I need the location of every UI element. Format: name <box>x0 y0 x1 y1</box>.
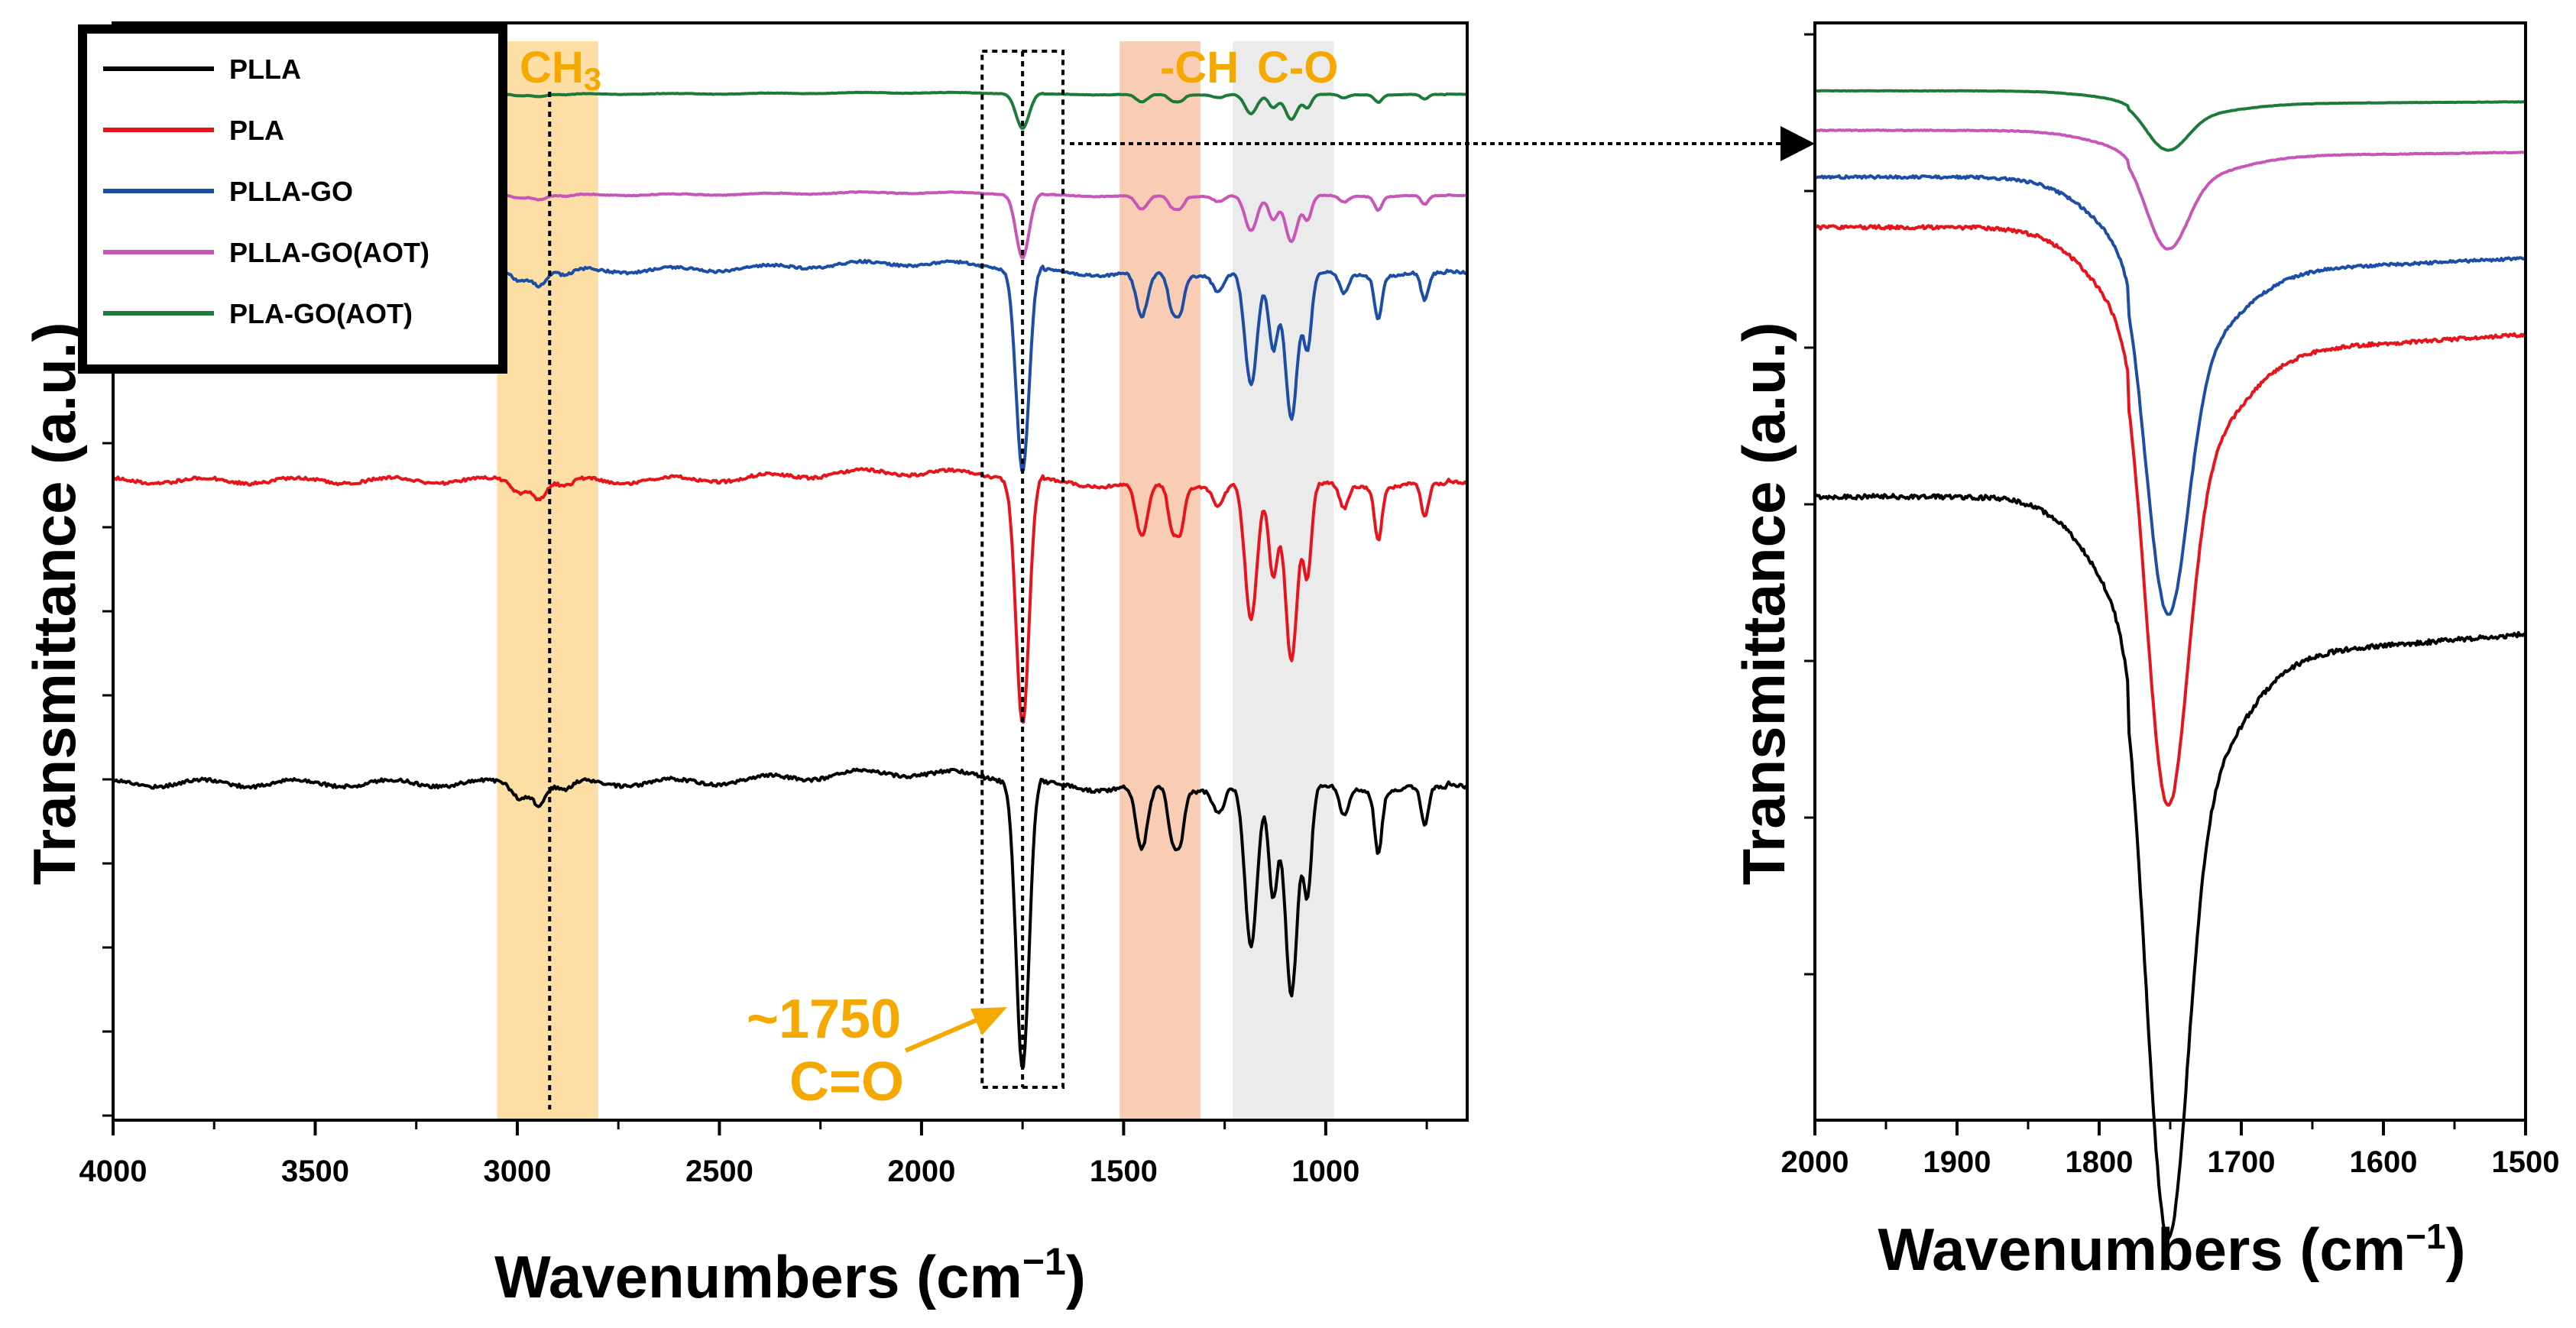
main-ftir-chart: 4000 3500 3000 2500 2000 1500 1000 PLLAPLAPLLA… <box>21 21 1469 1310</box>
peak-markers <box>548 50 1065 1109</box>
inset-series-line-pla-go-aot- <box>1814 89 2526 152</box>
x-tick-label: 4000 <box>79 1155 147 1188</box>
annotation-arrow-line <box>904 1018 978 1053</box>
inset-ftir-chart: 2000 1900 1800 1700 1600 1500 Transmittance (… <box>1730 21 2560 1283</box>
band-label-ch3: CH3 <box>520 43 601 97</box>
band-ch3 <box>497 41 598 1120</box>
annotation-wavenumber: ~1750 <box>747 989 901 1050</box>
inset-series-line-pla <box>1814 224 2527 807</box>
main-y-axis-title: Transmittance (a.u.) <box>21 322 88 886</box>
legend-label: PLA-GO(AOT) <box>229 298 413 329</box>
zoom-arrow-head <box>1781 126 1815 161</box>
series-line-plla <box>112 767 1468 1069</box>
inset-x-tick-label: 1600 <box>2350 1145 2418 1179</box>
inset-x-axis-title: Wavenumbers (cm−1) <box>1878 1216 2465 1283</box>
x-tick-label: 2000 <box>887 1155 955 1188</box>
inset-y-ticks <box>1804 33 1815 976</box>
zoom-connector <box>1070 126 1815 161</box>
inset-x-tick-label: 1700 <box>2208 1145 2276 1179</box>
x-tick-label: 1000 <box>1291 1155 1359 1188</box>
inset-x-axis: 2000 1900 1800 1700 1600 1500 <box>1781 1120 2560 1179</box>
band-ch <box>1120 41 1201 1120</box>
inset-x-tick-label: 2000 <box>1781 1145 1849 1179</box>
band-label-co: C-O <box>1257 43 1338 92</box>
inset-y-axis-title: Transmittance (a.u.) <box>1730 322 1797 886</box>
main-x-axis-title: Wavenumbers (cm−1) <box>494 1240 1086 1310</box>
x-tick-label: 3000 <box>483 1155 551 1188</box>
inset-series-line-plla-go <box>1814 174 2526 616</box>
annotation-arrow-head <box>970 1007 1007 1035</box>
main-x-axis: 4000 3500 3000 2500 2000 1500 1000 <box>79 1120 1428 1188</box>
band-highlights <box>497 41 1334 1120</box>
series-line-pla <box>112 467 1468 724</box>
x-tick-label: 1500 <box>1090 1155 1158 1188</box>
annotation-bond: C=O <box>789 1051 904 1113</box>
legend-label: PLLA <box>229 53 301 85</box>
legend-label: PLLA-GO <box>229 176 353 207</box>
inset-plot-frame <box>1813 21 2527 1122</box>
inset-series-group <box>1813 89 2527 1240</box>
band-label-ch: -CH <box>1160 43 1239 92</box>
legend-label: PLA <box>229 115 284 146</box>
x-tick-label: 3500 <box>281 1155 349 1188</box>
legend-label: PLLA-GO(AOT) <box>229 237 429 268</box>
inset-x-tick-label: 1900 <box>1923 1145 1991 1179</box>
main-plot-frame <box>112 21 1469 1122</box>
x-tick-label: 2500 <box>685 1155 753 1188</box>
legend: PLLA PLA PLLA-GO PLLA-GO(AOT) PLA-GO(AOT) <box>78 24 507 374</box>
inset-series-line-plla <box>1813 493 2527 1240</box>
inset-series-line-plla-go-aot- <box>1814 128 2526 251</box>
inset-x-tick-label: 1500 <box>2492 1145 2560 1179</box>
inset-x-tick-label: 1800 <box>2066 1145 2134 1179</box>
